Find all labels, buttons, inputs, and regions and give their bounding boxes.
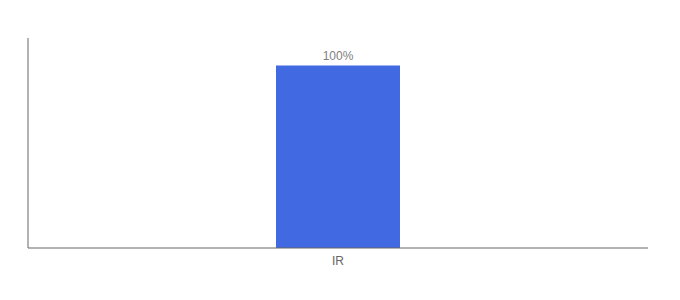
- svg-text:100%: 100%: [323, 49, 354, 63]
- svg-text:IR: IR: [332, 254, 344, 268]
